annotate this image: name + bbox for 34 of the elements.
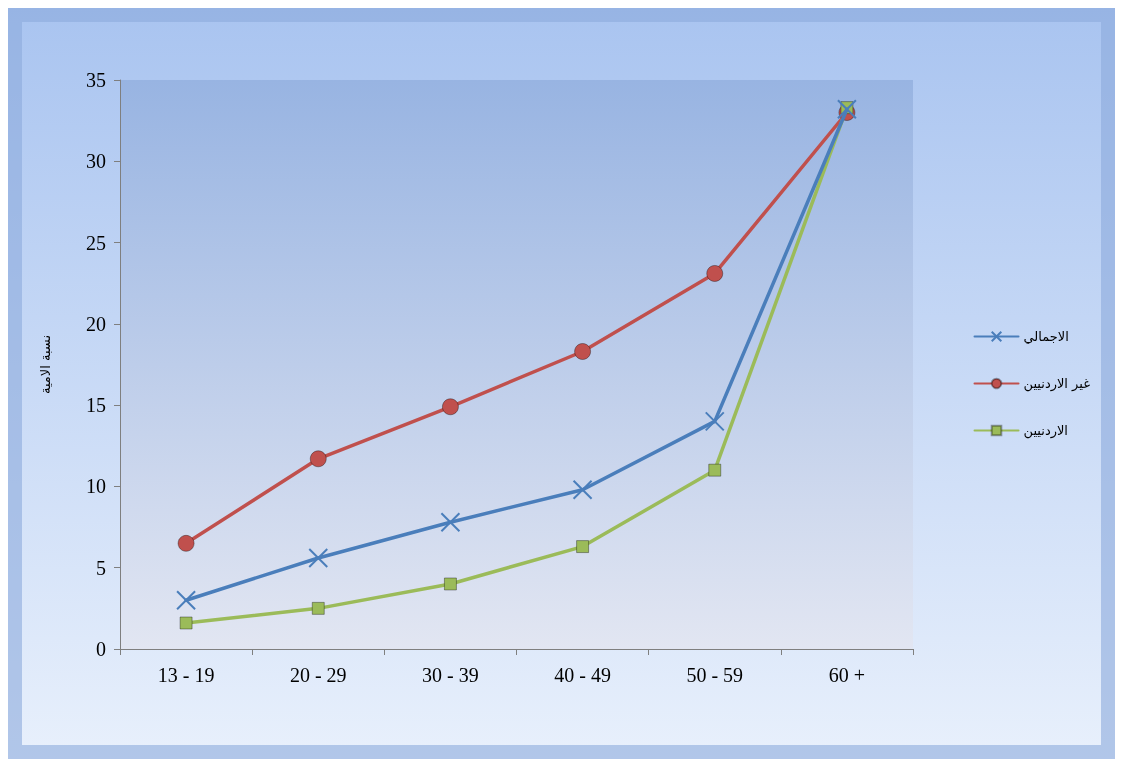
point	[572, 479, 593, 500]
point	[576, 540, 590, 554]
x-tick-label: 20 - 29	[289, 664, 347, 686]
point	[836, 99, 857, 120]
point	[309, 450, 327, 468]
legend-label: الاردنيين	[1023, 423, 1068, 439]
point	[311, 601, 325, 615]
y-tick-label: 20	[86, 312, 106, 335]
legend-label: غير الاردنيين	[1023, 376, 1091, 392]
point	[441, 398, 459, 416]
x-tick-label: 40 - 49	[554, 664, 611, 686]
y-tick-label: 10	[86, 475, 106, 498]
y-tick-label: 25	[86, 231, 106, 254]
y-tick-label: 0	[96, 638, 106, 660]
point	[704, 411, 725, 432]
y-tick-label: 35	[86, 69, 106, 91]
y-axis-title: نسبة الامية	[38, 334, 53, 395]
point	[179, 616, 193, 630]
point	[440, 512, 461, 533]
y-tick-label: 30	[86, 150, 106, 173]
legend-label: الاجمالي	[1023, 329, 1069, 344]
point	[177, 534, 195, 552]
point	[443, 577, 457, 591]
x-tick-label: 13 - 19	[157, 664, 215, 686]
point	[708, 463, 722, 477]
point	[574, 343, 592, 360]
x-tick-label: 50 - 59	[686, 664, 744, 686]
x-tick-label: 60 +	[828, 664, 866, 686]
y-tick-label: 5	[96, 556, 106, 579]
point	[308, 547, 329, 568]
y-tick-label: 15	[86, 394, 106, 417]
x-tick-label: 30 - 39	[422, 664, 479, 686]
point	[176, 590, 197, 611]
point	[706, 264, 724, 282]
